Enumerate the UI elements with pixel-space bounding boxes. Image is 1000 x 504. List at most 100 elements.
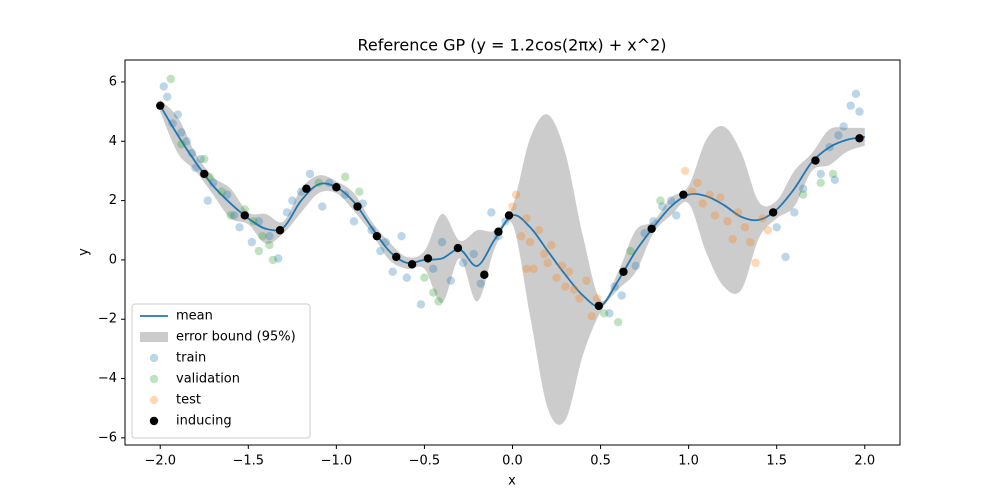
point (705, 190, 714, 199)
point (557, 261, 567, 271)
point (163, 92, 172, 101)
point (258, 231, 267, 241)
point (469, 249, 478, 259)
point (698, 199, 707, 208)
point (282, 208, 292, 217)
point (420, 273, 429, 282)
point (575, 294, 584, 303)
point (476, 279, 485, 288)
legend-label: mean (176, 309, 213, 324)
point (340, 190, 350, 199)
y-tick-label: 0 (109, 252, 117, 267)
legend-label: validation (176, 372, 240, 387)
point (587, 312, 596, 321)
legend-swatch (149, 374, 159, 384)
point (525, 237, 535, 247)
point (254, 217, 264, 226)
x-tick-label: −2.0 (144, 454, 176, 469)
point (640, 229, 649, 238)
legend-label: test (176, 393, 201, 408)
x-tick-label: −1.0 (321, 454, 353, 469)
point (594, 301, 604, 311)
legend: mean error bound (95%) train validation test… (131, 303, 311, 439)
point (830, 175, 840, 185)
y-tick-label: −2 (98, 312, 117, 327)
point (494, 227, 503, 236)
point (599, 309, 609, 318)
point (825, 143, 834, 152)
point (540, 249, 549, 259)
point (547, 240, 556, 250)
point (240, 205, 249, 214)
chart-title: Reference GP (y = 1.2cos(2πx) + x^2) (357, 36, 666, 55)
point (716, 193, 725, 202)
point (275, 226, 285, 235)
point (617, 291, 626, 300)
legend-label: train (176, 351, 206, 366)
point (534, 226, 544, 235)
point (235, 223, 244, 232)
point (605, 309, 614, 318)
point (656, 196, 665, 205)
point (314, 178, 323, 187)
legend-swatch (140, 332, 168, 342)
y-tick-label: 6 (109, 74, 117, 89)
point (177, 140, 186, 149)
point (758, 214, 767, 223)
point (166, 74, 175, 84)
point (693, 178, 702, 187)
point (517, 231, 526, 241)
y-tick-label: −6 (98, 430, 117, 445)
x-tick-label: 0.0 (502, 454, 523, 469)
point (208, 178, 218, 187)
x-tick-label: 2.0 (854, 454, 875, 469)
point (763, 226, 773, 235)
point (429, 288, 438, 297)
point (288, 196, 297, 205)
point (397, 231, 406, 241)
point (740, 223, 750, 232)
x-tick-label: 1.0 (678, 454, 699, 469)
point (723, 217, 732, 226)
point (666, 196, 676, 205)
point (522, 214, 531, 223)
point (798, 190, 808, 199)
point (265, 231, 274, 241)
point (381, 237, 390, 247)
point (672, 211, 681, 220)
point (728, 234, 737, 244)
point (200, 154, 209, 164)
x-tick-label: 1.5 (766, 454, 787, 469)
point (240, 211, 249, 220)
point (790, 208, 799, 217)
point (226, 211, 235, 220)
legend-swatch (149, 353, 159, 363)
point (182, 137, 191, 146)
legend-swatch (149, 416, 159, 426)
point (508, 202, 517, 211)
point (647, 224, 656, 233)
point (680, 166, 690, 176)
point (187, 148, 197, 158)
point (274, 254, 283, 263)
point (610, 282, 619, 291)
point (658, 202, 667, 211)
point (340, 172, 350, 182)
legend-swatch (149, 395, 159, 405)
point (177, 128, 186, 137)
point (851, 89, 861, 99)
point (355, 187, 364, 196)
point (423, 254, 433, 263)
point (487, 208, 496, 217)
point (811, 156, 820, 165)
point (254, 246, 264, 256)
y-tick-label: −4 (98, 371, 117, 386)
point (480, 270, 489, 279)
error-band (160, 99, 865, 425)
point (168, 119, 177, 128)
point (458, 258, 468, 268)
point (768, 208, 778, 217)
point (613, 318, 623, 327)
point (305, 169, 315, 179)
point (687, 187, 697, 196)
